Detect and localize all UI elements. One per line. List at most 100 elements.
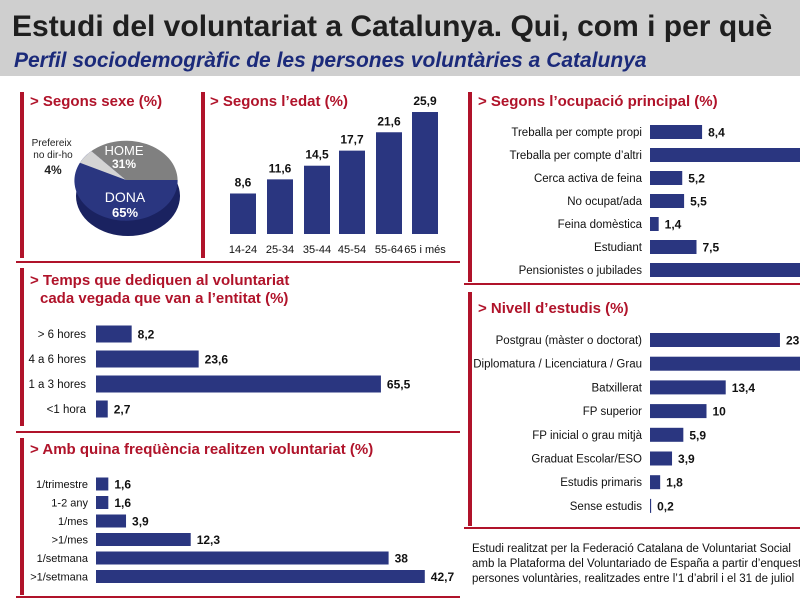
- header-bg: [0, 0, 800, 76]
- frequencia-bar: [96, 551, 389, 565]
- ocupacio-bar: [650, 125, 703, 139]
- estudis-bar: [650, 404, 707, 419]
- estudis-category-label: Sense estudis: [570, 501, 642, 513]
- estudis-bar: [650, 356, 800, 371]
- estudis-bar: [650, 475, 661, 490]
- estudis-value-label: 13,4: [732, 381, 756, 395]
- estudis-value-label: 1,8: [666, 476, 683, 490]
- ocupacio-value-label: 8,4: [708, 126, 725, 140]
- estudis-title: > Nivell d’estudis (%): [478, 300, 628, 317]
- edat-bar: [376, 132, 402, 234]
- footnote-line-1: Estudi realitzat per la Federació Catala…: [472, 543, 791, 555]
- frequencia-value-label: 12,3: [197, 533, 221, 547]
- estudis-value-label: 5,9: [689, 428, 706, 442]
- frequencia-bar: [96, 496, 109, 509]
- chart-marks: 8,6 14-24 11,6 25-34 14,5 35-44 17,7 45-54 21,6 5…: [28, 94, 800, 584]
- frequencia-value-label: 3,9: [132, 515, 149, 529]
- edat-bar: [339, 150, 365, 234]
- ocupacio-bar: [650, 240, 697, 254]
- estudis-value-label: 10: [713, 405, 727, 419]
- edat-category-label: 25-34: [266, 244, 294, 256]
- temps-value-label: 23,6: [205, 353, 229, 367]
- ocupacio-bar: [650, 148, 800, 162]
- edat-value-label: 21,6: [377, 114, 401, 128]
- frequencia-title: > Amb quina freqüència realitzen volunta…: [30, 441, 373, 458]
- estudis-category-label: Postgrau (màster o doctorat): [496, 335, 643, 347]
- frequencia-value-label: 38: [395, 552, 409, 566]
- estudis-bar: [650, 498, 652, 513]
- frequencia-bar: [96, 533, 191, 546]
- estudis-bar: [650, 427, 684, 442]
- ocupacio-category-label: Cerca activa de feina: [534, 173, 643, 185]
- frequencia-value-label: 1,6: [114, 496, 131, 510]
- temps-bar: [96, 350, 199, 368]
- ocupacio-bar: [650, 194, 685, 208]
- frequencia-category-label: >1/setmana: [30, 572, 89, 584]
- estudis-value-label: 0,2: [657, 499, 674, 513]
- temps-value-label: 2,7: [114, 403, 131, 417]
- frequencia-category-label: 1/trimestre: [36, 479, 88, 491]
- edat-category-label: 55-64: [375, 244, 403, 256]
- ocupacio-value-label: 1,4: [665, 218, 682, 232]
- ocupacio-category-label: Treballa per compte d’altri: [509, 150, 642, 162]
- ocupacio-category-label: Treballa per compte propi: [511, 127, 642, 139]
- frequencia-category-label: 1/mes: [58, 516, 88, 528]
- temps-value-label: 65,5: [387, 378, 411, 392]
- ocupacio-value-label: 5,5: [690, 195, 707, 209]
- ocupacio-title: > Segons l’ocupació principal (%): [478, 93, 718, 110]
- ocupacio-value-label: 7,5: [703, 241, 720, 255]
- estudis-category-label: Estudis primaris: [560, 477, 642, 489]
- page-title: Estudi del voluntariat a Catalunya. Qui,…: [12, 10, 772, 43]
- pie-value-dona: 65%: [112, 205, 138, 220]
- ocupacio-category-label: Feina domèstica: [558, 219, 643, 231]
- edat-bar: [230, 193, 256, 234]
- ocupacio-bar: [650, 171, 683, 185]
- estudis-value-label: 23: [786, 334, 800, 348]
- edat-category-label: 45-54: [338, 244, 366, 256]
- temps-category-label: 4 a 6 hores: [28, 354, 86, 366]
- temps-bar: [96, 375, 381, 393]
- page-subtitle: Perfil sociodemogràfic de les persones v…: [14, 49, 647, 72]
- edat-value-label: 11,6: [269, 161, 292, 175]
- edat-category-label: 65 i més: [404, 244, 446, 256]
- frequencia-bar: [96, 477, 109, 491]
- footnote-line-3: persones voluntàries, realitzades entre …: [472, 573, 794, 585]
- pie-value-home: 31%: [112, 157, 136, 171]
- pie-label-prefereix: Prefereix no dir-ho: [32, 138, 75, 161]
- estudis-bar: [650, 380, 726, 395]
- sexe-title: > Segons sexe (%): [30, 93, 162, 110]
- pie-slice-home: [91, 140, 178, 180]
- frequencia-bar: [96, 570, 425, 583]
- ocupacio-bar: [650, 263, 800, 277]
- edat-value-label: 14,5: [305, 148, 329, 162]
- temps-value-label: 8,2: [138, 328, 155, 342]
- edat-bar: [304, 165, 330, 234]
- edat-bar: [412, 112, 438, 234]
- ocupacio-category-label: Estudiant: [594, 242, 643, 254]
- edat-value-label: 17,7: [340, 133, 364, 147]
- ocupacio-category-label: No ocupat/ada: [567, 196, 642, 208]
- estudis-bar: [650, 451, 673, 466]
- frequencia-bar: [96, 514, 127, 528]
- ocupacio-category-label: Pensionistes o jubilades: [519, 265, 643, 277]
- frequencia-category-label: >1/mes: [52, 535, 89, 547]
- panel-frames: [16, 92, 800, 598]
- temps-bar: [96, 400, 108, 418]
- temps-title-line-2: cada vegada que van a l’entitat (%): [40, 290, 288, 307]
- frequencia-category-label: 1/setmana: [37, 553, 89, 565]
- estudis-category-label: FP superior: [583, 406, 642, 418]
- sexe-pie: [74, 140, 180, 236]
- temps-category-label: 1 a 3 hores: [28, 379, 86, 391]
- frequencia-value-label: 1,6: [114, 478, 131, 492]
- temps-category-label: <1 hora: [47, 404, 87, 416]
- pie-label-dona: DONA: [105, 189, 146, 205]
- footnote-line-2: amb la Plataforma del Voluntariado de Es…: [472, 558, 800, 570]
- edat-value-label: 8,6: [235, 175, 252, 189]
- edat-category-label: 14-24: [229, 244, 257, 256]
- temps-title-line-1: > Temps que dediquen al voluntariat: [30, 272, 289, 289]
- frequencia-value-label: 42,7: [431, 570, 455, 584]
- pie-slice-prefereix: [79, 151, 126, 180]
- ocupacio-bar: [650, 217, 659, 231]
- edat-value-label: 25,9: [413, 94, 437, 108]
